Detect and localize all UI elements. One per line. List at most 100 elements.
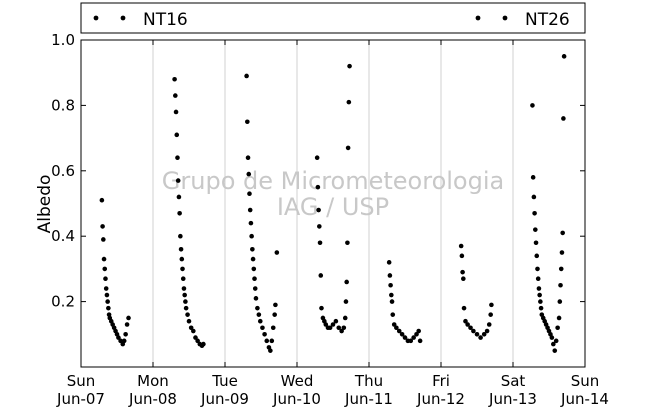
data-point-0-161 [558,282,563,288]
data-point-0-50 [244,73,249,79]
plot-frame [80,39,586,368]
data-point-0-75 [273,302,278,308]
data-points [99,54,567,353]
data-point-0-51 [245,119,250,125]
data-point-0-58 [250,246,255,252]
data-point-0-137 [532,211,537,216]
data-point-0-35 [180,266,185,272]
data-point-0-21 [123,332,128,337]
data-point-0-42 [186,318,192,324]
data-point-0-6 [103,286,109,291]
data-point-0-83 [319,305,324,311]
data-point-0-89 [330,322,336,327]
data-point-0-110 [399,332,405,337]
y-tick-label-1: 0.4 [51,227,75,245]
data-point-0-54 [247,191,252,196]
data-point-0-119 [459,253,465,259]
data-point-0-77 [314,155,320,161]
x-tick-label-date-5: Jun-12 [416,390,465,408]
data-point-0-69 [264,338,270,344]
data-point-0-128 [478,335,483,340]
data-point-0-38 [182,292,187,298]
data-point-0-159 [556,315,562,321]
data-point-0-105 [389,299,395,304]
data-point-0-20 [121,338,127,344]
data-point-0-68 [262,332,267,337]
data-point-0-109 [396,328,402,334]
data-point-0-23 [126,315,131,321]
data-point-0-158 [555,325,560,331]
data-point-0-49 [201,341,206,347]
legend-marker-nt26-b [502,15,508,21]
watermark: Grupo de Micrometeorologia IAG / USP [162,167,504,221]
legend-frame [80,2,586,34]
data-point-0-111 [402,335,408,340]
data-point-0-99 [346,99,352,105]
data-point-0-62 [252,286,258,291]
data-point-0-76 [274,250,280,255]
grid-lines [152,40,514,367]
data-point-0-79 [316,207,321,213]
data-point-0-81 [317,240,323,246]
data-point-0-46 [195,338,200,344]
data-point-0-93 [341,325,347,331]
data-point-0-33 [178,246,184,252]
x-tick-label-date-0: Jun-07 [56,390,105,408]
data-point-0-37 [181,286,187,291]
data-point-0-32 [178,233,183,239]
data-point-0-4 [102,266,108,272]
data-point-0-65 [256,312,262,317]
data-point-0-154 [549,335,555,340]
data-point-0-98 [345,145,351,151]
data-point-0-96 [344,279,349,285]
data-point-0-39 [183,299,188,304]
data-point-0-95 [343,299,349,304]
data-point-0-127 [474,332,480,337]
data-point-0-52 [245,155,251,161]
data-point-0-108 [394,325,399,331]
data-point-0-97 [345,240,350,246]
data-point-0-36 [180,276,186,282]
watermark-line-1: Grupo de Micrometeorologia [162,167,504,195]
legend-marker-nt26-a [475,15,481,21]
data-point-0-72 [269,338,275,344]
data-point-0-132 [488,312,493,317]
data-point-0-121 [461,276,466,282]
data-point-0-131 [486,322,492,327]
data-point-0-2 [101,237,106,242]
data-point-0-100 [347,63,352,69]
x-tick-label-day-0: Sun [67,372,96,390]
data-point-0-31 [177,211,182,216]
data-point-0-22 [124,322,130,327]
data-point-0-163 [559,250,565,255]
data-point-0-43 [188,325,194,331]
data-point-0-71 [268,348,273,353]
data-point-0-74 [272,312,277,317]
data-point-0-115 [414,332,419,337]
x-tick-label-day-2: Tue [211,372,238,390]
data-point-0-106 [390,312,396,317]
data-point-0-123 [463,318,468,324]
data-point-0-139 [533,240,539,246]
x-tick-label-date-1: Jun-08 [128,390,177,408]
data-point-0-60 [251,266,257,272]
data-point-0-118 [458,243,464,249]
legend: NT16 NT26 [80,2,586,34]
x-tick-label-day-7: Sun [571,372,600,390]
data-point-0-55 [247,207,253,213]
data-point-0-73 [270,325,276,331]
data-point-0-114 [411,335,416,340]
data-point-0-41 [185,312,190,317]
data-point-0-67 [260,325,265,331]
x-tick-label-day-3: Wed [281,372,314,390]
y-tick-label-0: 0.2 [51,293,75,311]
data-point-0-166 [561,54,567,59]
data-point-0-0 [99,197,105,203]
data-point-0-103 [388,282,393,288]
data-point-0-102 [387,273,393,278]
data-point-0-116 [416,328,421,334]
data-point-0-88 [327,325,333,331]
data-point-0-44 [191,328,196,334]
data-point-0-61 [252,276,257,282]
data-point-0-63 [253,296,259,301]
